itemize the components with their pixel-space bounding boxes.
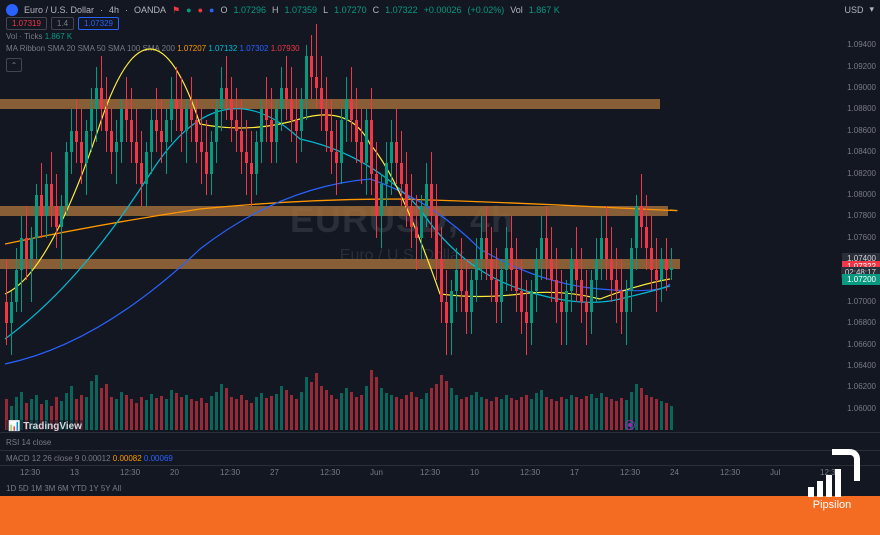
x-tick: 12:30 — [320, 468, 340, 477]
ohlc-o: 1.07296 — [233, 5, 266, 15]
pipsilon-brand: Pipsilon — [808, 449, 856, 511]
y-tick: 1.08600 — [847, 126, 876, 135]
y-tick: 1.09200 — [847, 62, 876, 71]
dot-icon: ● — [198, 5, 203, 15]
panel-divider[interactable] — [0, 450, 880, 451]
tv-icon: 📊 — [8, 421, 20, 432]
footer-banner — [0, 496, 880, 535]
y-tick: 1.08000 — [847, 190, 876, 199]
timeframe[interactable]: 4h — [109, 5, 119, 15]
x-tick: 20 — [170, 468, 179, 477]
dot-icon: ● — [186, 5, 191, 15]
x-tick: Jul — [770, 468, 780, 477]
macd-label-text: MACD 12 26 close 9 — [6, 454, 79, 463]
change: +0.00026 — [424, 5, 462, 15]
symbol-name[interactable]: Euro / U.S. Dollar — [24, 5, 94, 15]
ohlc-l-label: L — [323, 5, 328, 15]
tv-text: TradingView — [23, 421, 82, 432]
y-axis[interactable]: 1.09400 1.09200 1.09000 1.08800 1.08600 1.084… — [840, 24, 880, 430]
x-tick: 10 — [470, 468, 479, 477]
ohlc-o-label: O — [220, 5, 227, 15]
timeframe-picker[interactable]: 1D 5D 1M 3M 6M YTD 1Y 5Y All — [6, 484, 121, 493]
x-tick: 17 — [570, 468, 579, 477]
vol-label: Vol — [510, 5, 523, 15]
ohlc-h: 1.07359 — [285, 5, 318, 15]
ohlc-l: 1.07270 — [334, 5, 367, 15]
ohlc-c-label: C — [373, 5, 380, 15]
currency-label: USD — [844, 5, 863, 15]
rsi-indicator: RSI 14 close — [6, 438, 51, 447]
y-tick: 1.08800 — [847, 104, 876, 113]
volume-bars — [0, 360, 840, 430]
chart-header: Euro / U.S. Dollar · 4h · OANDA ⚑ ● ● ● … — [6, 4, 560, 16]
x-tick: 12:30 — [420, 468, 440, 477]
price-tag: 1.07200 — [842, 274, 880, 285]
dot-icon: ● — [209, 5, 214, 15]
macd-v2: 0.00082 — [113, 454, 142, 463]
macd-v3: 0.00069 — [144, 454, 173, 463]
x-tick: 13 — [70, 468, 79, 477]
provider: OANDA — [134, 5, 166, 15]
pipsilon-text: Pipsilon — [808, 499, 856, 511]
macd-v1: 0.00012 — [82, 454, 111, 463]
chevron-down-icon: ▾ — [869, 4, 874, 15]
y-tick: 1.07800 — [847, 211, 876, 220]
panel-divider[interactable] — [0, 465, 880, 466]
y-tick: 1.09400 — [847, 40, 876, 49]
x-tick: 27 — [270, 468, 279, 477]
target-icon — [625, 420, 635, 430]
chart-container: Euro / U.S. Dollar · 4h · OANDA ⚑ ● ● ● … — [0, 0, 880, 496]
vol-val: 1.867 K — [529, 5, 560, 15]
x-tick: 24 — [670, 468, 679, 477]
y-tick: 1.06600 — [847, 340, 876, 349]
y-tick: 1.06800 — [847, 318, 876, 327]
flag-icon: ⚑ — [172, 5, 180, 16]
y-tick: 1.08200 — [847, 169, 876, 178]
y-tick: 1.06400 — [847, 361, 876, 370]
y-tick: 1.06000 — [847, 404, 876, 413]
x-tick: Jun — [370, 468, 383, 477]
price-chart[interactable]: EURUSD, 4h Euro / U.S. Dollar — [0, 24, 840, 430]
x-axis[interactable]: 12:30 13 12:30 20 12:30 27 12:30 Jun 12:30 10 12:3… — [0, 468, 840, 482]
y-tick: 1.07600 — [847, 233, 876, 242]
symbol-icon — [6, 4, 18, 16]
x-tick: 12:30 — [520, 468, 540, 477]
x-tick: 12:30 — [220, 468, 240, 477]
ohlc-h-label: H — [272, 5, 279, 15]
x-tick: 12:30 — [120, 468, 140, 477]
macd-indicator: MACD 12 26 close 9 0.00012 0.00082 0.000… — [6, 454, 173, 463]
y-tick: 1.06200 — [847, 382, 876, 391]
x-tick: 12:30 — [20, 468, 40, 477]
y-tick: 1.07000 — [847, 297, 876, 306]
ohlc-c: 1.07322 — [385, 5, 418, 15]
y-tick: 1.08400 — [847, 147, 876, 156]
pipsilon-logo — [808, 449, 856, 497]
change-pct: (+0.02%) — [467, 5, 504, 15]
y-tick: 1.09000 — [847, 83, 876, 92]
x-tick: 12:30 — [720, 468, 740, 477]
currency-selector[interactable]: USD ▾ — [844, 4, 874, 15]
panel-divider[interactable] — [0, 432, 880, 433]
x-tick: 12:30 — [620, 468, 640, 477]
